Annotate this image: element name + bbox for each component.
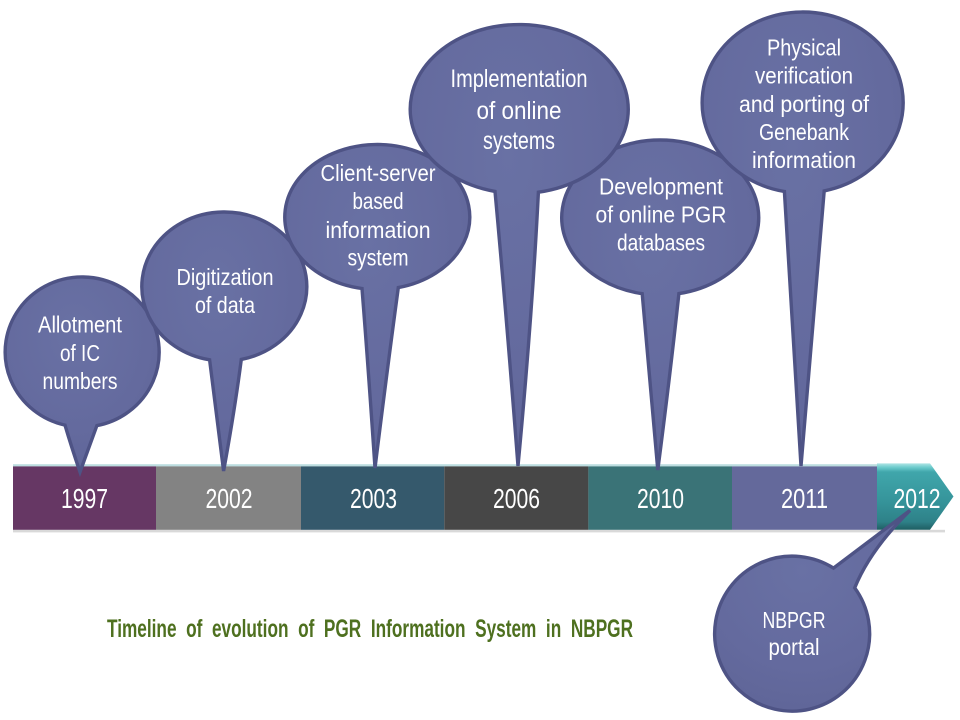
svg-text:NBPGR: NBPGR: [763, 607, 826, 633]
svg-text:1997: 1997: [61, 482, 108, 514]
svg-text:Client-server: Client-server: [321, 160, 436, 186]
svg-text:systems: systems: [483, 128, 555, 155]
svg-text:Genebank: Genebank: [759, 119, 849, 145]
svg-text:Digitization: Digitization: [177, 264, 274, 290]
svg-text:2006: 2006: [493, 482, 540, 514]
svg-text:information: information: [326, 217, 431, 243]
svg-text:verification: verification: [755, 63, 853, 89]
svg-text:Timeline of evolution of PGR I: Timeline of evolution of PGR Information…: [107, 615, 633, 643]
svg-text:of IC: of IC: [60, 340, 100, 366]
svg-text:system: system: [348, 245, 409, 271]
svg-text:numbers: numbers: [43, 368, 118, 394]
svg-text:Implementation: Implementation: [451, 66, 588, 93]
svg-text:Physical: Physical: [767, 35, 841, 61]
svg-text:2003: 2003: [350, 482, 397, 514]
svg-text:information: information: [752, 147, 856, 173]
svg-text:Allotment: Allotment: [38, 312, 122, 338]
svg-text:based: based: [353, 188, 404, 214]
svg-text:Development: Development: [599, 174, 723, 200]
svg-text:databases: databases: [617, 230, 705, 256]
svg-text:of data: of data: [195, 292, 256, 318]
svg-text:portal: portal: [769, 634, 820, 660]
svg-text:of online: of online: [477, 98, 562, 125]
svg-text:2011: 2011: [781, 482, 828, 514]
svg-text:2012: 2012: [894, 482, 941, 514]
svg-text:of online PGR: of online PGR: [596, 202, 727, 228]
svg-text:2010: 2010: [637, 482, 684, 514]
svg-text:and porting of: and porting of: [739, 91, 869, 117]
svg-text:2002: 2002: [206, 482, 253, 514]
